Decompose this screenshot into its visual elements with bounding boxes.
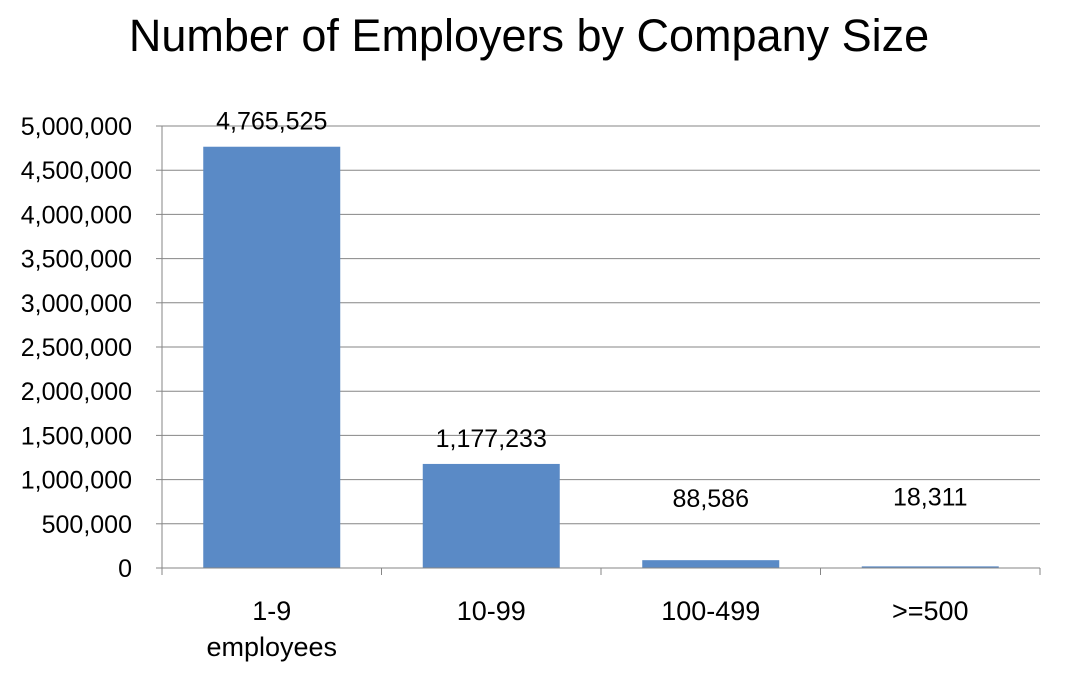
y-tick-label: 1,000,000 [21,467,132,495]
x-tick-label: 100-499 [661,596,760,626]
bar [861,566,999,568]
y-tick-label: 2,500,000 [21,334,132,362]
y-tick-label: 1,500,000 [21,422,132,450]
labels: 0 500,000 1,000,000 1,500,000 2,000,000 2,500… [21,108,969,662]
y-tick-label: 3,000,000 [21,290,132,318]
y-tick-label: 4,000,000 [21,201,132,229]
y-tick-label: 2,000,000 [21,378,132,406]
y-tick-label: 0 [118,555,132,583]
y-tick-label: 500,000 [42,511,132,539]
bar [642,560,780,568]
x-tick-label: 10-99 [457,596,526,626]
data-label: 88,586 [673,485,749,513]
x-tick-label: 1-9 [252,596,291,626]
y-tick-label: 3,500,000 [21,246,132,274]
data-label: 18,311 [893,483,968,511]
y-tick-label: 5,000,000 [21,113,132,141]
bars [203,146,999,568]
x-tick-label: employees [206,632,337,662]
y-tick-label: 4,500,000 [21,157,132,185]
x-tick-label: >=500 [892,596,969,626]
data-label: 1,177,233 [436,425,547,453]
data-label: 4,765,525 [216,108,327,136]
bar [422,463,560,568]
axes [156,125,1041,575]
bar [203,146,341,568]
chart-title: Number of Employers by Company Size [128,10,930,61]
